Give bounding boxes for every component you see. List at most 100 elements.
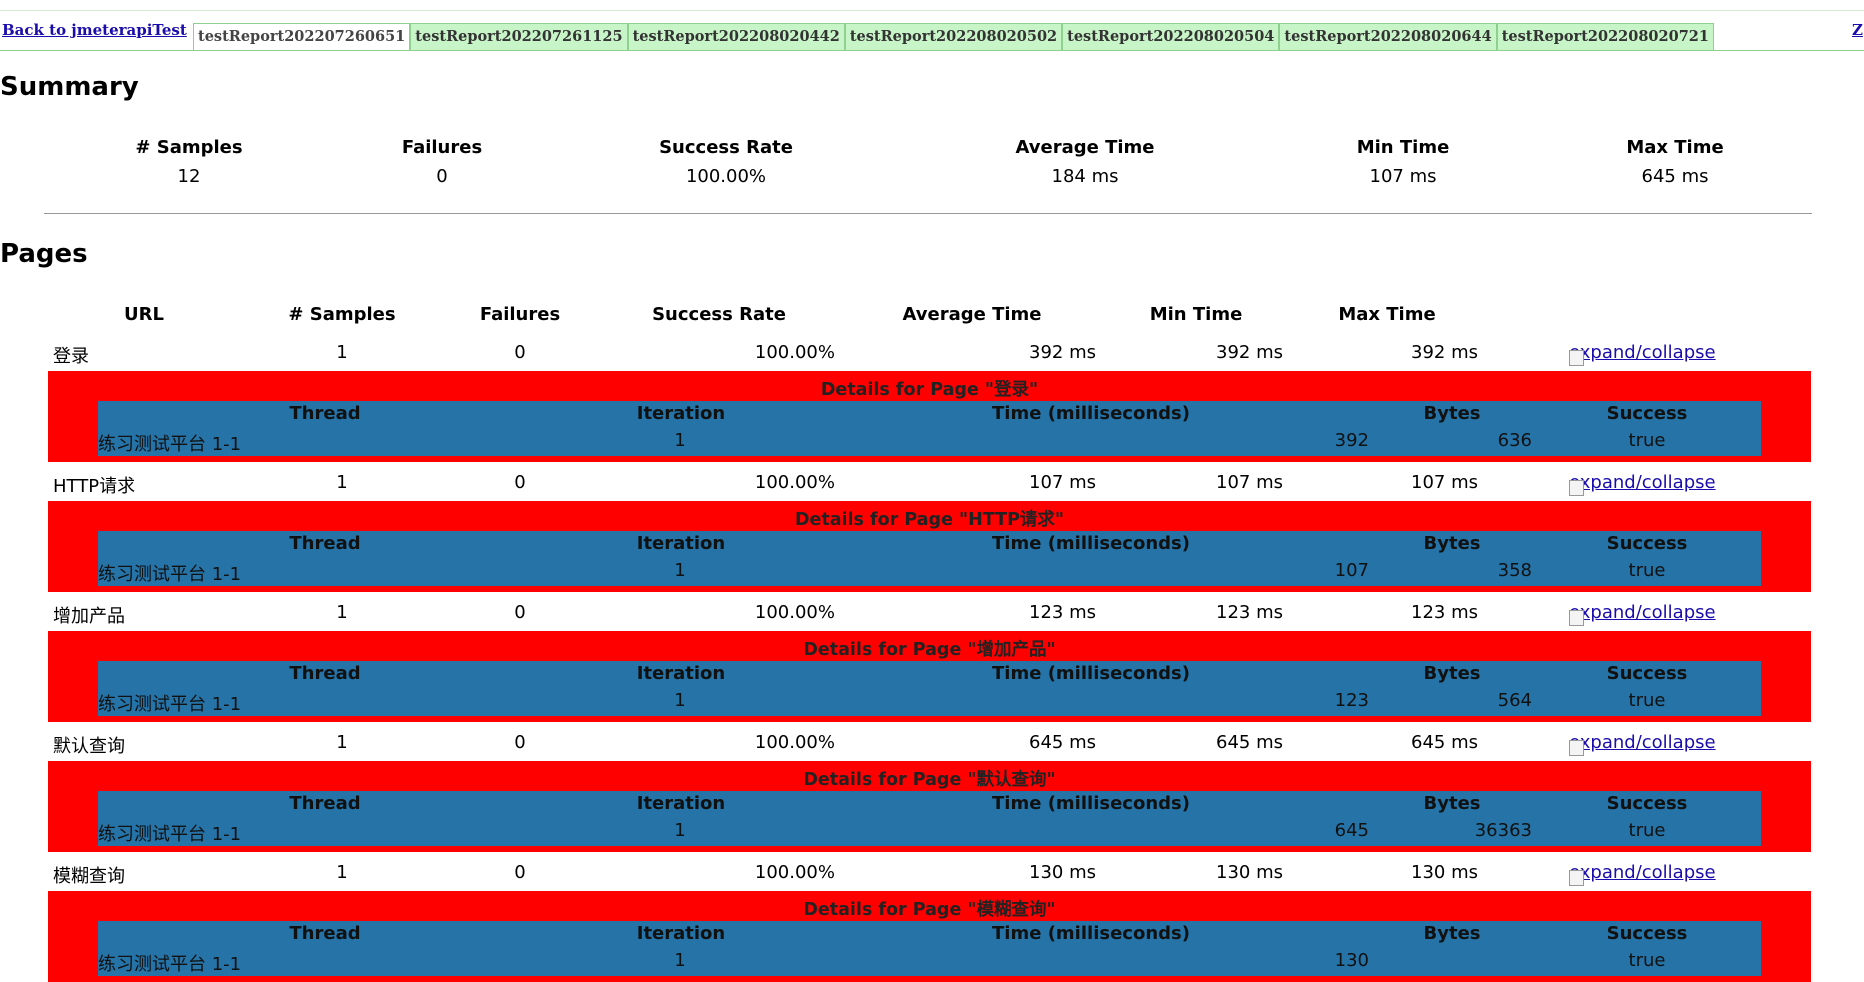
expand-collapse-link[interactable]: expand/collapse bbox=[1569, 862, 1716, 886]
detail-thread: 练习测试平台 1-1 bbox=[98, 564, 242, 585]
page-url: HTTP请求 bbox=[53, 476, 136, 497]
page-failures: 0 bbox=[514, 602, 526, 623]
page-average-time: 123 ms bbox=[1029, 602, 1096, 623]
edge-link[interactable]: Z bbox=[1852, 21, 1863, 39]
page-detail-block: Details for Page "增加产品" Thread Iteration… bbox=[48, 631, 1811, 722]
detail-header-bytes: Bytes bbox=[1423, 533, 1481, 554]
detail-header-success: Success bbox=[1606, 663, 1688, 684]
expand-collapse-link[interactable]: expand/collapse bbox=[1569, 342, 1716, 366]
detail-table: Thread Iteration Time (milliseconds) Byt… bbox=[98, 531, 1761, 586]
table-row: 默认查询 1 0 100.00% 645 ms 645 ms 645 ms ex… bbox=[48, 724, 1812, 760]
detail-iteration: 1 bbox=[674, 560, 686, 581]
tab-report-1[interactable]: testReport202207261125 bbox=[410, 23, 628, 50]
page-samples: 1 bbox=[336, 862, 348, 883]
detail-header-thread: Thread bbox=[289, 923, 361, 944]
page-detail-block: Details for Page "登录" Thread Iteration T… bbox=[48, 371, 1811, 462]
page-failures: 0 bbox=[514, 472, 526, 493]
detail-header-bytes: Bytes bbox=[1423, 923, 1481, 944]
detail-time: 107 bbox=[1334, 560, 1369, 581]
tab-report-5[interactable]: testReport202208020644 bbox=[1279, 23, 1497, 50]
summary-header-success-rate: Success Rate bbox=[659, 136, 793, 158]
broken-image-icon bbox=[1569, 740, 1584, 756]
pages-table-header: URL # Samples Failures Success Rate Aver… bbox=[44, 300, 1812, 330]
detail-header-bytes: Bytes bbox=[1423, 663, 1481, 684]
page-success-rate: 100.00% bbox=[754, 342, 835, 363]
pages-header-max-time: Max Time bbox=[1338, 304, 1436, 325]
detail-title: Details for Page "HTTP请求" bbox=[794, 510, 1065, 530]
page-average-time: 392 ms bbox=[1029, 342, 1096, 363]
detail-success: true bbox=[1628, 820, 1666, 841]
detail-iteration: 1 bbox=[674, 690, 686, 711]
detail-header-time: Time (milliseconds) bbox=[992, 533, 1190, 554]
page-min-time: 130 ms bbox=[1216, 862, 1283, 883]
page-average-time: 130 ms bbox=[1029, 862, 1096, 883]
page-min-time: 392 ms bbox=[1216, 342, 1283, 363]
tab-report-3[interactable]: testReport202208020502 bbox=[844, 23, 1063, 50]
tab-report-0[interactable]: testReport202207260651 bbox=[193, 23, 411, 50]
expand-collapse-link[interactable]: expand/collapse bbox=[1569, 472, 1716, 496]
page-detail-block: Details for Page "默认查询" Thread Iteration… bbox=[48, 761, 1811, 852]
tab-report-6[interactable]: testReport202208020721 bbox=[1496, 23, 1714, 50]
page-average-time: 645 ms bbox=[1029, 732, 1096, 753]
broken-image-icon bbox=[1569, 350, 1584, 366]
expand-collapse-label: expand/collapse bbox=[1569, 732, 1716, 753]
detail-success: true bbox=[1628, 560, 1666, 581]
detail-title: Details for Page "增加产品" bbox=[803, 640, 1056, 660]
broken-image-icon bbox=[1569, 610, 1584, 626]
pages-header-failures: Failures bbox=[479, 304, 561, 325]
table-row: 登录 1 0 100.00% 392 ms 392 ms 392 ms expa… bbox=[48, 334, 1812, 370]
detail-header-time: Time (milliseconds) bbox=[992, 923, 1190, 944]
summary-heading: Summary bbox=[0, 72, 139, 102]
detail-time: 123 bbox=[1334, 690, 1369, 711]
expand-collapse-link[interactable]: expand/collapse bbox=[1569, 732, 1716, 756]
page-url: 登录 bbox=[53, 346, 89, 367]
page-samples: 1 bbox=[336, 342, 348, 363]
broken-image-icon bbox=[1569, 870, 1584, 886]
page-max-time: 107 ms bbox=[1411, 472, 1478, 493]
detail-header-thread: Thread bbox=[289, 663, 361, 684]
page-failures: 0 bbox=[514, 342, 526, 363]
detail-header-iteration: Iteration bbox=[636, 663, 726, 684]
pages-header-average-time: Average Time bbox=[902, 304, 1042, 325]
summary-samples: 12 bbox=[177, 166, 201, 187]
back-link[interactable]: Back to jmeterapiTest bbox=[2, 21, 187, 39]
page-url: 默认查询 bbox=[53, 736, 125, 757]
page-failures: 0 bbox=[514, 862, 526, 883]
detail-thread: 练习测试平台 1-1 bbox=[98, 954, 242, 975]
detail-table: Thread Iteration Time (milliseconds) Byt… bbox=[98, 661, 1761, 716]
page-max-time: 123 ms bbox=[1411, 602, 1478, 623]
detail-header-time: Time (milliseconds) bbox=[992, 663, 1190, 684]
detail-header-iteration: Iteration bbox=[636, 923, 726, 944]
tab-report-2[interactable]: testReport202208020442 bbox=[627, 23, 845, 50]
page-success-rate: 100.00% bbox=[754, 472, 835, 493]
pages-heading: Pages bbox=[0, 239, 88, 269]
expand-collapse-link[interactable]: expand/collapse bbox=[1569, 602, 1716, 626]
detail-title: Details for Page "模糊查询" bbox=[803, 900, 1056, 920]
broken-image-icon bbox=[1569, 480, 1584, 496]
detail-bytes: 358 bbox=[1497, 560, 1532, 581]
detail-bytes: 564 bbox=[1497, 690, 1532, 711]
expand-collapse-label: expand/collapse bbox=[1569, 602, 1716, 623]
detail-header-success: Success bbox=[1606, 533, 1688, 554]
detail-table: Thread Iteration Time (milliseconds) Byt… bbox=[98, 401, 1761, 456]
summary-table: # Samples Failures Success Rate Average … bbox=[44, 130, 1812, 202]
detail-header-success: Success bbox=[1606, 403, 1688, 424]
page-failures: 0 bbox=[514, 732, 526, 753]
page-max-time: 392 ms bbox=[1411, 342, 1478, 363]
table-row: 增加产品 1 0 100.00% 123 ms 123 ms 123 ms ex… bbox=[48, 594, 1812, 630]
detail-header-success: Success bbox=[1606, 923, 1688, 944]
pages-header-min-time: Min Time bbox=[1149, 304, 1243, 325]
page-min-time: 123 ms bbox=[1216, 602, 1283, 623]
page-samples: 1 bbox=[336, 732, 348, 753]
page-success-rate: 100.00% bbox=[754, 732, 835, 753]
expand-collapse-label: expand/collapse bbox=[1569, 342, 1716, 363]
detail-bytes: 636 bbox=[1497, 430, 1532, 451]
detail-time: 392 bbox=[1334, 430, 1369, 451]
detail-time: 645 bbox=[1334, 820, 1369, 841]
tab-report-4[interactable]: testReport202208020504 bbox=[1062, 23, 1280, 50]
detail-header-success: Success bbox=[1606, 793, 1688, 814]
summary-divider bbox=[44, 213, 1812, 214]
summary-header-min-time: Min Time bbox=[1356, 136, 1450, 158]
page-url: 增加产品 bbox=[53, 606, 125, 627]
detail-header-iteration: Iteration bbox=[636, 533, 726, 554]
